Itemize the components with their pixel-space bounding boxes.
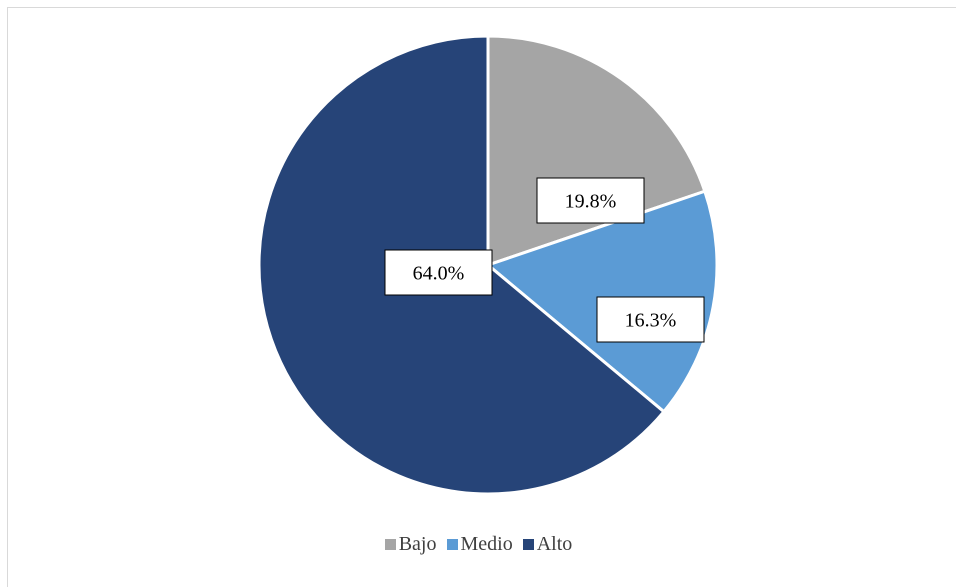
legend-item-bajo: Bajo <box>384 533 437 556</box>
legend-item-alto: Alto <box>522 533 573 556</box>
data-label-medio: 16.3% <box>596 296 705 343</box>
legend-label-medio: Medio <box>460 533 513 555</box>
data-label-box-medio <box>596 296 705 343</box>
data-label-box-bajo <box>536 177 645 224</box>
pie-data-labels: 19.8% 16.3% 64.0% <box>384 177 705 343</box>
data-label-bajo: 19.8% <box>536 177 645 224</box>
data-label-text-medio: 16.3% <box>625 310 677 332</box>
legend-label-bajo: Bajo <box>398 533 437 555</box>
data-label-text-bajo: 19.8% <box>565 191 617 213</box>
data-label-alto: 64.0% <box>384 249 493 296</box>
legend-swatch-alto <box>522 539 534 550</box>
legend: Bajo Medio Alto <box>0 533 957 556</box>
legend-swatch-medio <box>446 539 458 550</box>
legend-swatch-bajo <box>384 539 396 550</box>
legend-item-medio: Medio <box>446 533 513 556</box>
legend-label-alto: Alto <box>536 533 573 555</box>
data-label-box-alto <box>384 249 493 296</box>
data-label-text-alto: 64.0% <box>413 263 465 285</box>
